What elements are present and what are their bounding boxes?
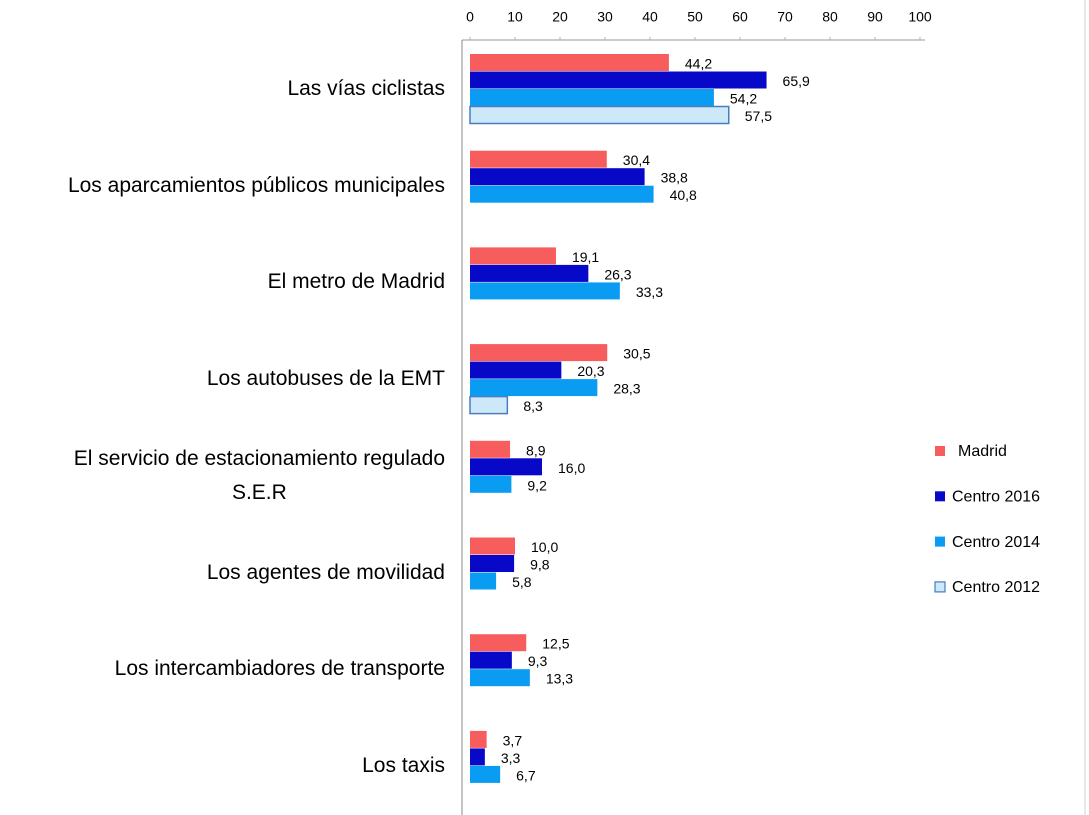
y-tick-label: Las vías ciclistas	[287, 77, 445, 100]
y-tick-label: Los autobuses de la EMT	[206, 367, 445, 391]
x-tick-label: 30	[597, 9, 613, 25]
y-tick-label: El metro de Madrid	[267, 270, 445, 294]
bar	[470, 71, 767, 89]
bar	[470, 89, 714, 106]
bar	[470, 379, 598, 397]
x-tick-label: 0	[466, 9, 474, 25]
data-label: 16,0	[558, 460, 585, 476]
legend-swatch	[935, 446, 945, 456]
bar	[470, 730, 487, 748]
x-tick-label: 10	[507, 9, 523, 25]
bar	[470, 168, 645, 186]
data-label: 28,3	[613, 381, 640, 397]
legend-label: Madrid	[958, 443, 1007, 460]
x-tick-label: 20	[552, 9, 568, 25]
data-label: 12,5	[542, 636, 569, 652]
x-tick-label: 100	[908, 9, 932, 25]
bar	[470, 748, 485, 766]
bar	[470, 458, 542, 476]
data-label: 6,7	[516, 767, 536, 783]
data-label: 20,3	[577, 363, 604, 379]
data-label: 5,8	[512, 574, 532, 590]
data-label: 10,0	[531, 539, 558, 555]
bar	[470, 634, 527, 652]
legend-label: Centro 2012	[952, 579, 1040, 596]
x-tick-label: 90	[867, 9, 883, 25]
data-label: 57,5	[745, 108, 772, 124]
data-label: 54,2	[730, 90, 757, 106]
data-label: 19,1	[572, 249, 599, 265]
bar	[470, 555, 515, 572]
data-label: 13,3	[546, 671, 573, 687]
bar	[470, 282, 620, 300]
x-tick-label: 40	[642, 9, 658, 25]
legend-swatch	[935, 491, 945, 502]
bar	[470, 264, 589, 282]
data-label: 30,5	[623, 346, 650, 362]
legend-label: Centro 2016	[952, 489, 1040, 506]
data-label: 8,3	[523, 398, 543, 414]
data-label: 8,9	[526, 442, 546, 458]
data-label: 65,9	[783, 73, 810, 89]
y-tick-label: Los taxis	[362, 753, 445, 777]
data-label: 40,8	[670, 187, 697, 203]
data-label: 9,2	[527, 477, 547, 493]
data-label: 3,3	[501, 750, 521, 766]
y-tick-label: El servicio de estacionamiento regulado …	[73, 446, 445, 504]
data-label: 33,3	[636, 284, 663, 300]
bar	[470, 440, 511, 458]
y-tick-label: Los aparcamientos públicos municipales	[67, 173, 445, 197]
bar	[470, 765, 501, 783]
data-label: 44,2	[685, 55, 712, 71]
data-label: 30,4	[623, 152, 650, 168]
bar	[470, 651, 512, 669]
y-tick-label: Los intercambiadores de transporte	[114, 657, 445, 681]
bar	[470, 185, 654, 203]
data-label: 9,8	[530, 556, 550, 572]
bar	[470, 54, 669, 71]
data-label: 9,3	[528, 653, 548, 669]
x-tick-label: 70	[777, 9, 793, 25]
x-tick-label: 80	[822, 9, 838, 25]
bar	[470, 247, 556, 265]
bar	[470, 669, 530, 687]
data-label: 3,7	[503, 732, 523, 748]
data-label: 38,8	[661, 170, 688, 186]
legend-swatch	[934, 581, 946, 593]
bar	[469, 105, 730, 125]
bar	[470, 361, 562, 379]
bar	[470, 150, 607, 168]
data-label: 26,3	[604, 266, 631, 282]
x-tick-label: 60	[732, 9, 748, 25]
bar	[470, 344, 608, 362]
bar	[470, 572, 497, 590]
bar	[470, 537, 515, 555]
legend-label: Centro 2014	[952, 534, 1040, 551]
x-tick-label: 50	[687, 9, 703, 25]
y-tick-label: Los agentes de movilidad	[206, 560, 445, 584]
legend-swatch	[935, 536, 945, 547]
bar	[469, 395, 509, 415]
bar	[470, 475, 512, 493]
